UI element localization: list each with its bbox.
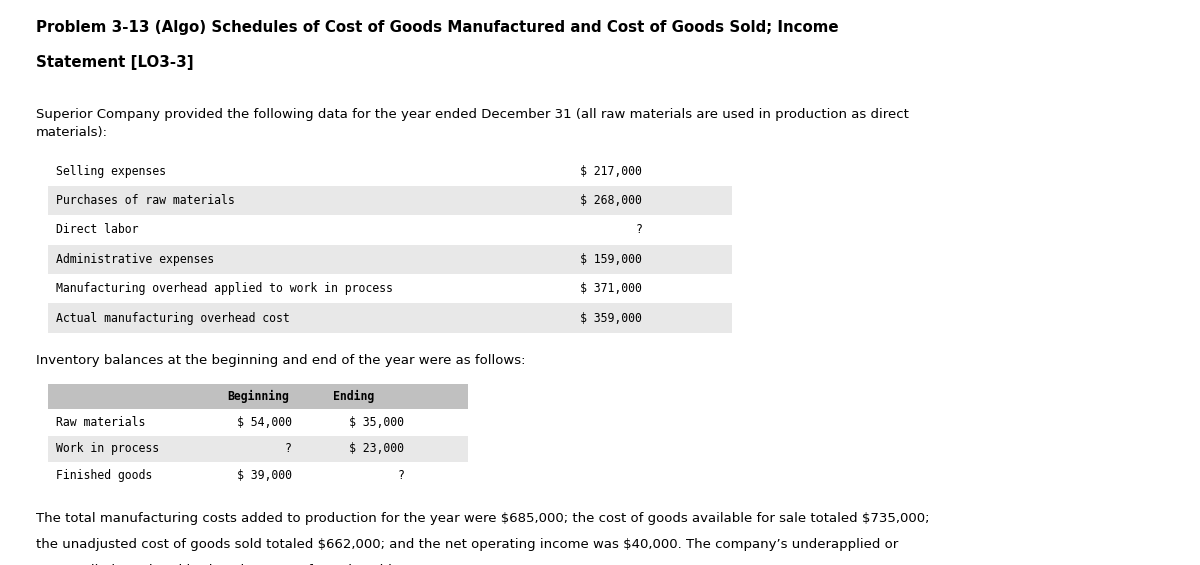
Text: The total manufacturing costs added to production for the year were \$685,000; t: The total manufacturing costs added to p…: [36, 512, 930, 525]
Text: $ 39,000: $ 39,000: [236, 469, 292, 482]
FancyBboxPatch shape: [48, 215, 732, 245]
Text: ?: ?: [635, 223, 642, 237]
Text: Ending: Ending: [334, 390, 374, 403]
Text: Beginning: Beginning: [227, 390, 289, 403]
FancyBboxPatch shape: [48, 186, 732, 215]
Text: $ 268,000: $ 268,000: [580, 194, 642, 207]
Text: Inventory balances at the beginning and end of the year were as follows:: Inventory balances at the beginning and …: [36, 354, 526, 367]
Text: Work in process: Work in process: [56, 442, 160, 455]
Text: Problem 3-13 (Algo) Schedules of Cost of Goods Manufactured and Cost of Goods So: Problem 3-13 (Algo) Schedules of Cost of…: [36, 20, 839, 35]
Text: Superior Company provided the following data for the year ended December 31 (all: Superior Company provided the following …: [36, 108, 908, 139]
Text: Administrative expenses: Administrative expenses: [56, 253, 215, 266]
Text: Selling expenses: Selling expenses: [56, 164, 167, 178]
FancyBboxPatch shape: [48, 303, 732, 333]
FancyBboxPatch shape: [48, 409, 468, 436]
Text: $ 217,000: $ 217,000: [580, 164, 642, 178]
Text: Raw materials: Raw materials: [56, 416, 145, 429]
Text: $ 23,000: $ 23,000: [349, 442, 404, 455]
Text: Actual manufacturing overhead cost: Actual manufacturing overhead cost: [56, 311, 290, 325]
Text: $ 54,000: $ 54,000: [236, 416, 292, 429]
Text: ?: ?: [284, 442, 292, 455]
Text: Manufacturing overhead applied to work in process: Manufacturing overhead applied to work i…: [56, 282, 394, 295]
Text: $ 35,000: $ 35,000: [349, 416, 404, 429]
Text: ?: ?: [397, 469, 404, 482]
FancyBboxPatch shape: [48, 384, 468, 409]
Text: Purchases of raw materials: Purchases of raw materials: [56, 194, 235, 207]
FancyBboxPatch shape: [48, 245, 732, 274]
Text: Direct labor: Direct labor: [56, 223, 139, 237]
Text: the unadjusted cost of goods sold totaled \$662,000; and the net operating incom: the unadjusted cost of goods sold totale…: [36, 538, 899, 551]
Text: Statement [LO3-3]: Statement [LO3-3]: [36, 55, 193, 70]
FancyBboxPatch shape: [48, 462, 468, 489]
Text: overapplied overhead is closed to Cost of Goods Sold.: overapplied overhead is closed to Cost o…: [36, 564, 396, 565]
Text: Finished goods: Finished goods: [56, 469, 152, 482]
Text: $ 159,000: $ 159,000: [580, 253, 642, 266]
Text: $ 359,000: $ 359,000: [580, 311, 642, 325]
FancyBboxPatch shape: [48, 436, 468, 462]
Text: $ 371,000: $ 371,000: [580, 282, 642, 295]
FancyBboxPatch shape: [48, 157, 732, 186]
FancyBboxPatch shape: [48, 274, 732, 303]
